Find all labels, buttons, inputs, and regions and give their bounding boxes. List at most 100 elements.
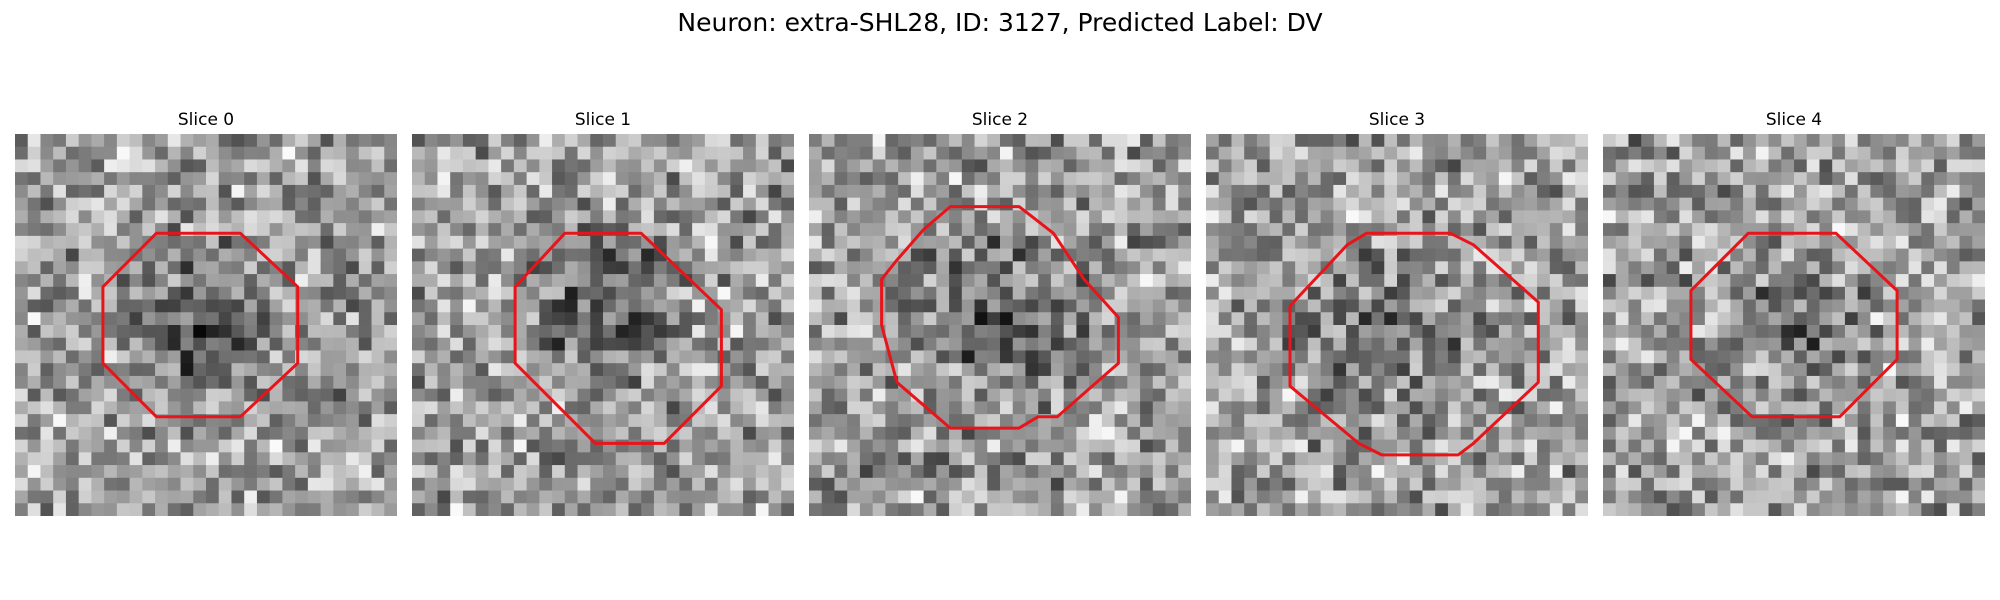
image-pixel xyxy=(1435,325,1449,339)
image-pixel xyxy=(1178,439,1191,453)
image-pixel xyxy=(923,312,937,326)
image-pixel xyxy=(1012,261,1026,275)
image-pixel xyxy=(692,210,706,224)
image-pixel xyxy=(1603,146,1617,160)
image-pixel xyxy=(910,248,924,262)
image-pixel xyxy=(1025,223,1039,237)
image-pixel xyxy=(1946,337,1960,351)
image-pixel xyxy=(1460,426,1474,440)
image-pixel xyxy=(1089,197,1103,211)
image-pixel xyxy=(1333,465,1347,479)
image-pixel xyxy=(1460,363,1474,377)
image-pixel xyxy=(1409,261,1423,275)
image-pixel xyxy=(53,210,67,224)
image-pixel xyxy=(1244,503,1258,516)
image-pixel xyxy=(1511,312,1525,326)
image-pixel xyxy=(692,159,706,173)
image-pixel xyxy=(116,184,130,199)
image-pixel xyxy=(371,223,385,237)
image-pixel xyxy=(116,235,130,249)
image-pixel xyxy=(155,388,169,402)
image-pixel xyxy=(1615,286,1629,300)
image-pixel xyxy=(834,172,848,186)
image-pixel xyxy=(1025,261,1039,275)
image-pixel xyxy=(1895,172,1909,186)
image-pixel xyxy=(781,452,794,466)
image-pixel xyxy=(450,401,464,415)
image-pixel xyxy=(40,439,54,453)
image-pixel xyxy=(1755,184,1769,199)
image-pixel xyxy=(1231,452,1245,466)
image-pixel xyxy=(129,261,143,275)
image-pixel xyxy=(1165,286,1179,300)
image-pixel xyxy=(692,490,706,504)
image-pixel xyxy=(206,490,220,504)
image-pixel xyxy=(1653,172,1668,186)
image-pixel xyxy=(590,146,604,160)
image-pixel xyxy=(1025,248,1039,262)
image-pixel xyxy=(1781,465,1795,479)
image-pixel xyxy=(412,401,426,415)
image-pixel xyxy=(1806,490,1820,504)
image-pixel xyxy=(488,134,502,148)
image-pixel xyxy=(590,210,604,224)
image-pixel xyxy=(1346,312,1360,326)
image-pixel xyxy=(526,134,540,148)
image-pixel xyxy=(307,426,321,440)
image-pixel xyxy=(1934,490,1948,504)
image-pixel xyxy=(910,426,924,440)
image-pixel xyxy=(167,235,181,249)
image-pixel xyxy=(526,325,540,339)
image-pixel xyxy=(1231,299,1245,313)
image-pixel xyxy=(1959,350,1973,364)
image-pixel xyxy=(910,134,924,148)
image-pixel xyxy=(475,465,489,479)
image-pixel xyxy=(923,401,937,415)
image-pixel xyxy=(1050,286,1065,300)
image-pixel xyxy=(1409,159,1423,173)
image-pixel xyxy=(1076,248,1090,262)
image-pixel xyxy=(1781,375,1795,390)
image-pixel xyxy=(167,363,181,377)
image-pixel xyxy=(653,134,668,148)
image-pixel xyxy=(1679,134,1693,148)
image-pixel xyxy=(1895,210,1909,224)
image-pixel xyxy=(755,503,769,516)
image-pixel xyxy=(1397,426,1411,440)
image-pixel xyxy=(1358,414,1372,428)
image-pixel xyxy=(412,325,426,339)
image-pixel xyxy=(1165,159,1179,173)
image-pixel xyxy=(358,388,372,402)
image-pixel xyxy=(307,274,321,288)
image-pixel xyxy=(1244,223,1258,237)
image-pixel xyxy=(1307,235,1321,249)
image-pixel xyxy=(539,261,553,275)
image-pixel xyxy=(1883,223,1897,237)
image-pixel xyxy=(1832,350,1846,364)
image-pixel xyxy=(859,312,874,326)
image-pixel xyxy=(1704,286,1718,300)
image-pixel xyxy=(1666,248,1680,262)
image-pixel xyxy=(1269,197,1283,211)
image-pixel xyxy=(666,172,680,186)
image-pixel xyxy=(1307,286,1321,300)
image-pixel xyxy=(898,274,912,288)
image-pixel xyxy=(282,261,296,275)
image-pixel xyxy=(1346,388,1360,402)
image-pixel xyxy=(371,388,385,402)
image-pixel xyxy=(1537,134,1551,148)
image-pixel xyxy=(898,172,912,186)
image-pixel xyxy=(1140,350,1154,364)
image-pixel xyxy=(1755,337,1769,351)
image-pixel xyxy=(1012,299,1026,313)
image-pixel xyxy=(218,426,232,440)
image-pixel xyxy=(1333,350,1347,364)
image-pixel xyxy=(475,210,489,224)
image-pixel xyxy=(27,286,41,300)
image-pixel xyxy=(1628,325,1642,339)
image-pixel xyxy=(717,312,731,326)
image-pixel xyxy=(1704,299,1718,313)
image-pixel xyxy=(333,172,347,186)
image-pixel xyxy=(1832,439,1846,453)
image-pixel xyxy=(717,363,731,377)
